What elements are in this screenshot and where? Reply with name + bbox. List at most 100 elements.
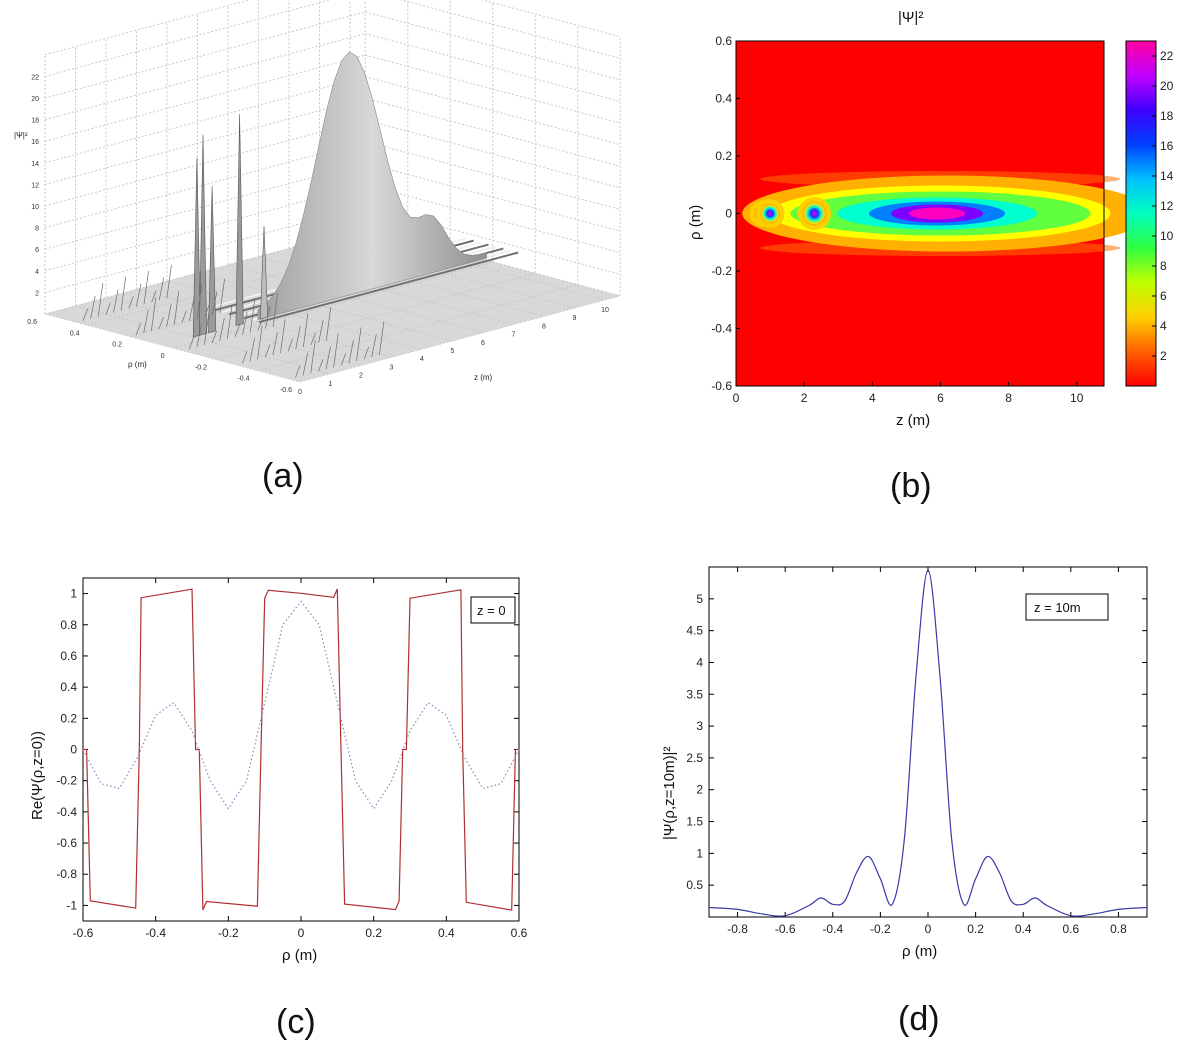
a-ripple	[257, 318, 263, 331]
c-x-tick-label: -0.6	[73, 926, 94, 940]
a-ripple	[363, 346, 370, 360]
a-ripple	[166, 303, 172, 327]
a-grid-line	[44, 119, 366, 207]
a-ripple	[242, 351, 248, 364]
a-ripple	[287, 338, 294, 352]
line-plot-d: -0.8 -0.6 -0.4 -0.2 0 0.2 0.4 0.6 0.8 5 4.5 4 3.5 3 2.…	[661, 566, 1148, 960]
a-value-tick-label: 22	[31, 74, 39, 81]
a-ripple	[151, 297, 157, 331]
a-ripple	[249, 299, 256, 333]
a-ticks: 0123456789100.60.40.20-0.2-0.4-0.6246810…	[27, 74, 609, 396]
a-grid-line	[365, 33, 621, 102]
a-ripple	[272, 332, 278, 356]
c-series-dotted	[82, 600, 520, 810]
a-value-tick-label: 16	[31, 139, 39, 146]
b-colorbar	[1125, 40, 1157, 387]
a-ripple	[166, 264, 172, 299]
c-lines	[82, 588, 520, 911]
a-ripple	[204, 311, 210, 346]
heatmap-b: |Ψ|² 0 2 4 6 8 10 0.6 0.4 0.2 0 -0.2 -0.4 -0.6 22 20 1…	[687, 9, 1174, 429]
a-grid-line	[44, 33, 366, 121]
a-ripple	[211, 330, 218, 344]
b-x-tick-label: 10	[1070, 391, 1084, 405]
a-ripple	[318, 319, 324, 343]
d-y-tick-label: 4	[696, 655, 703, 669]
a-ripple	[82, 308, 88, 321]
d-y-tick-label: 1	[696, 846, 703, 860]
b-y-label: ρ (m)	[687, 205, 704, 240]
a-z-tick-label: 10	[601, 307, 609, 314]
a-ripple	[97, 283, 104, 317]
b-title: |Ψ|²	[898, 9, 923, 26]
a-value-tick-label: 20	[31, 96, 39, 103]
a-rho-label: ρ (m)	[128, 360, 147, 369]
a-z-tick-label: 7	[512, 332, 516, 339]
a-ripple	[379, 321, 385, 356]
a-z-tick-label: 9	[573, 315, 577, 322]
a-ripple	[264, 345, 271, 358]
a-surface	[45, 51, 621, 382]
d-x-tick-label: 0	[925, 922, 932, 936]
a-rho-tick-label: 0.4	[70, 330, 80, 337]
b-y-tick-label: 0.4	[715, 92, 732, 106]
a-ripple	[303, 313, 309, 348]
b-x-tick-label: 2	[801, 391, 808, 405]
c-x-tick-label: 0	[298, 926, 305, 940]
a-grid-line	[365, 76, 621, 146]
a-ripple	[212, 291, 218, 315]
a-ripple	[196, 284, 203, 319]
b-cbar-tick-label: 20	[1160, 79, 1174, 93]
a-ripple	[173, 291, 180, 325]
line-plot-c: -0.6 -0.4 -0.2 0 0.2 0.4 0.6 1 0.8 0.6 0.4 0.2 0 -0.2…	[29, 577, 528, 964]
b-x-tick-label: 8	[1005, 391, 1012, 405]
b-cbar-tick-label: 16	[1160, 139, 1174, 153]
a-ripple	[310, 332, 316, 346]
a-ripple	[135, 322, 142, 336]
d-legend: z = 10m	[1034, 600, 1081, 615]
c-x-label: ρ (m)	[282, 947, 317, 964]
caption-b: (b)	[890, 467, 932, 505]
a-ripple	[280, 319, 286, 354]
a-peak	[198, 134, 208, 336]
a-z-tick-label: 1	[329, 381, 333, 388]
a-rho-tick-label: -0.6	[280, 387, 292, 394]
a-z-label: z (m)	[474, 373, 493, 382]
c-y-tick-label: -0.6	[56, 836, 77, 850]
c-y-tick-label: -0.8	[56, 867, 77, 881]
a-ripple	[113, 289, 119, 313]
c-y-tick-label: -0.4	[56, 805, 77, 819]
surface-plot-a: 0123456789100.60.40.20-0.2-0.4-0.6246810…	[14, 0, 621, 396]
a-rib	[258, 251, 519, 324]
b-x-tick-label: 4	[869, 391, 876, 405]
a-ripple	[158, 316, 164, 330]
a-grid-line	[44, 0, 251, 56]
a-ripple	[219, 278, 225, 313]
a-ripple	[227, 305, 233, 339]
a-z-tick-label: 8	[542, 323, 546, 330]
b-y-tick-label: -0.6	[711, 379, 732, 393]
a-ripple	[188, 337, 195, 350]
d-x-tick-label: 0.6	[1062, 922, 1079, 936]
a-ripple	[348, 340, 354, 364]
d-y-tick-label: 3	[696, 719, 703, 733]
d-x-tick-label: 0.8	[1110, 922, 1127, 936]
c-y-tick-label: 0	[70, 743, 77, 757]
a-ripple	[242, 311, 248, 335]
c-plot-frame	[82, 577, 520, 922]
c-ticks: -0.6 -0.4 -0.2 0 0.2 0.4 0.6 1 0.8 0.6 0.4 0.2 0 -0.2…	[56, 578, 528, 940]
a-ripple	[189, 297, 195, 321]
caption-d: (d)	[898, 1000, 940, 1038]
b-y-tick-label: -0.4	[711, 322, 732, 336]
a-ripple	[196, 324, 202, 348]
d-ticks: -0.8 -0.6 -0.4 -0.2 0 0.2 0.4 0.6 0.8 5 4.5 4 3.5 3 2.…	[686, 567, 1147, 936]
caption-c: (c)	[276, 1003, 316, 1041]
b-cbar-tick-label: 10	[1160, 229, 1174, 243]
a-value-label: |Ψ|²	[14, 131, 28, 140]
caption-a: (a)	[262, 457, 304, 495]
a-value-tick-label: 12	[31, 182, 39, 189]
d-x-tick-label: -0.4	[822, 922, 843, 936]
a-ripple	[333, 333, 339, 368]
a-value-tick-label: 2	[35, 290, 39, 297]
a-z-tick-label: 0	[298, 389, 302, 396]
